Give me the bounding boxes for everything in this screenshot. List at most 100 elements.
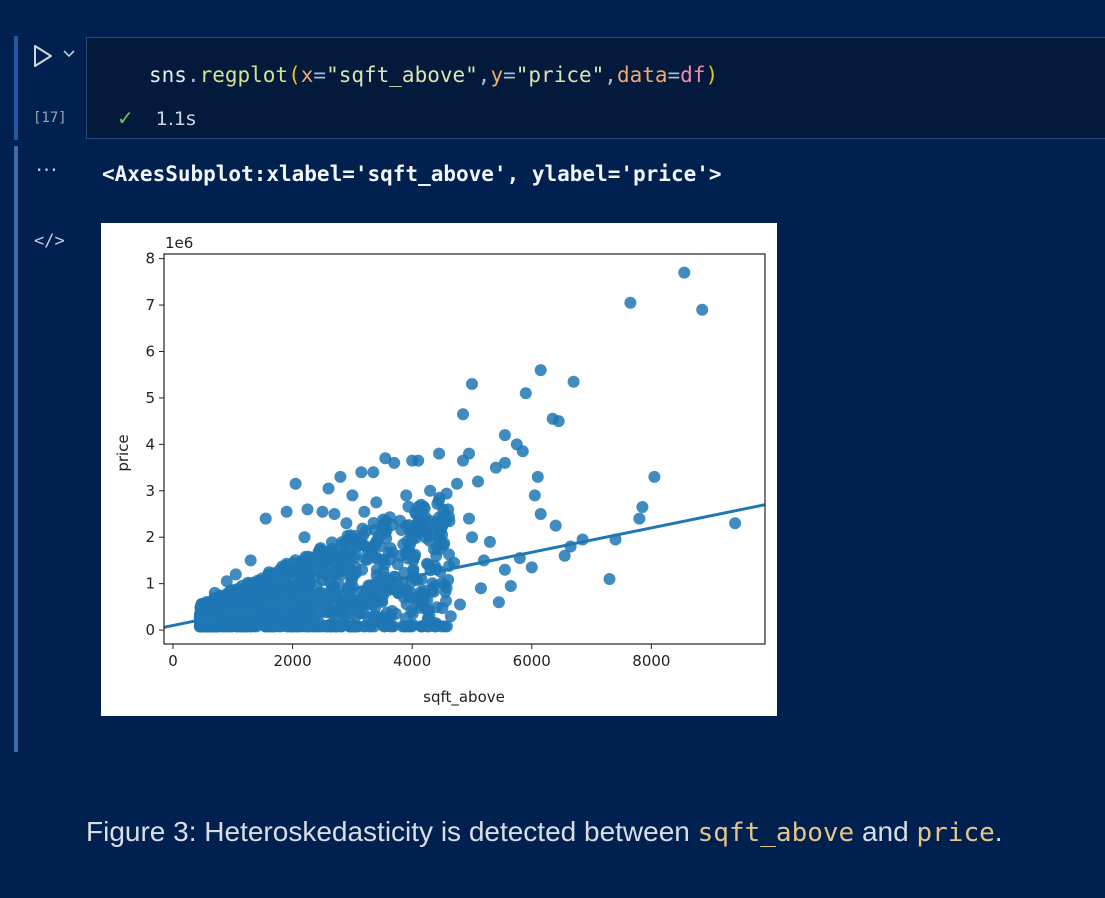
execution-count: [17]: [33, 110, 67, 126]
data-point: [425, 515, 438, 528]
data-point: [316, 505, 329, 518]
data-point: [353, 533, 366, 545]
data-point: [259, 612, 272, 625]
data-point: [558, 549, 571, 562]
data-point: [531, 470, 544, 483]
data-point: [438, 516, 451, 529]
data-point: [284, 620, 297, 633]
data-point: [347, 620, 359, 633]
data-point: [451, 477, 463, 490]
data-point: [280, 505, 293, 518]
data-point: [355, 466, 368, 479]
more-actions-icon[interactable]: ···: [36, 158, 59, 182]
data-point: [208, 586, 221, 599]
data-point: [498, 563, 511, 576]
data-point: [320, 620, 333, 633]
data-point: [678, 266, 691, 279]
data-point: [418, 584, 431, 597]
data-point: [406, 618, 419, 631]
data-point: [202, 596, 215, 609]
y-tick-label: 4: [145, 435, 155, 453]
data-point: [402, 519, 415, 532]
data-point: [346, 489, 359, 502]
data-point: [492, 596, 505, 609]
data-point: [436, 528, 449, 541]
data-point: [549, 519, 562, 532]
data-point: [355, 593, 368, 605]
data-point: [439, 585, 452, 598]
data-point: [375, 594, 388, 607]
data-point: [316, 545, 329, 558]
data-point: [298, 531, 311, 544]
data-point: [304, 576, 317, 589]
data-point: [267, 567, 280, 580]
data-point: [222, 587, 235, 600]
data-point: [379, 452, 392, 465]
data-point: [392, 579, 405, 592]
data-point: [220, 575, 233, 588]
data-point: [433, 543, 446, 556]
y-tick-label: 2: [145, 528, 155, 546]
data-point: [504, 580, 517, 592]
data-point: [440, 620, 453, 633]
y-tick-label: 3: [145, 482, 155, 500]
code-brackets-icon[interactable]: </>: [34, 231, 65, 251]
data-point: [394, 549, 407, 562]
y-tick-label: 6: [145, 343, 155, 361]
data-point: [289, 477, 302, 490]
data-point: [400, 489, 413, 502]
data-point: [448, 556, 460, 569]
data-point: [322, 593, 335, 606]
data-point: [534, 508, 547, 520]
data-point: [457, 408, 469, 421]
data-point: [516, 445, 529, 458]
data-point: [474, 582, 487, 595]
data-point: [231, 597, 244, 610]
data-point: [633, 512, 646, 525]
data-point: [315, 567, 328, 580]
x-tick-label: 0: [168, 652, 178, 670]
data-point: [370, 496, 383, 509]
data-point: [305, 560, 318, 573]
output-active-bar: [14, 146, 18, 752]
code-line[interactable]: sns.regplot(x="sqft_above",y="price",dat…: [149, 63, 719, 87]
data-point: [279, 559, 292, 572]
data-point: [379, 614, 392, 627]
y-tick-label: 0: [145, 621, 155, 639]
data-point: [229, 568, 242, 581]
data-point: [415, 520, 428, 533]
data-point: [412, 454, 425, 467]
regression-line: [163, 503, 766, 629]
cell-active-bar: [14, 36, 18, 140]
data-point: [406, 607, 419, 620]
data-point: [259, 512, 272, 525]
execution-status: ✓ 1.1s: [117, 106, 196, 130]
data-point: [356, 522, 369, 535]
code-editor[interactable]: sns.regplot(x="sqft_above",y="price",dat…: [86, 37, 1105, 139]
data-point: [436, 602, 449, 615]
data-point: [431, 497, 444, 510]
scatter-plot: 0 2000 4000 6000 8000 0 1 2 3 4 5 6 7 8 1e6 sqft_abov…: [114, 234, 766, 707]
x-tick-label: 2000: [273, 652, 311, 670]
axis-ticks: 0 2000 4000 6000 8000 0 1 2 3 4 5 6 7 8: [145, 250, 670, 670]
caption-var-price: price: [916, 818, 995, 848]
run-cell-icon[interactable]: [32, 43, 54, 69]
y-offset-label: 1e6: [165, 234, 193, 252]
x-tick-label: 8000: [632, 652, 670, 670]
data-point: [325, 536, 338, 549]
data-point: [418, 593, 431, 606]
data-point: [472, 475, 484, 488]
data-point: [428, 620, 441, 633]
data-point: [489, 461, 502, 474]
y-tick-label: 8: [145, 250, 155, 268]
data-point: [244, 554, 257, 567]
chevron-down-icon[interactable]: [62, 49, 76, 59]
data-point: [519, 387, 532, 400]
data-point: [376, 521, 389, 534]
data-point: [483, 535, 496, 548]
data-point: [339, 609, 352, 621]
data-point: [340, 517, 353, 530]
data-point: [457, 454, 469, 467]
data-point: [454, 598, 466, 611]
data-point: [729, 517, 742, 530]
